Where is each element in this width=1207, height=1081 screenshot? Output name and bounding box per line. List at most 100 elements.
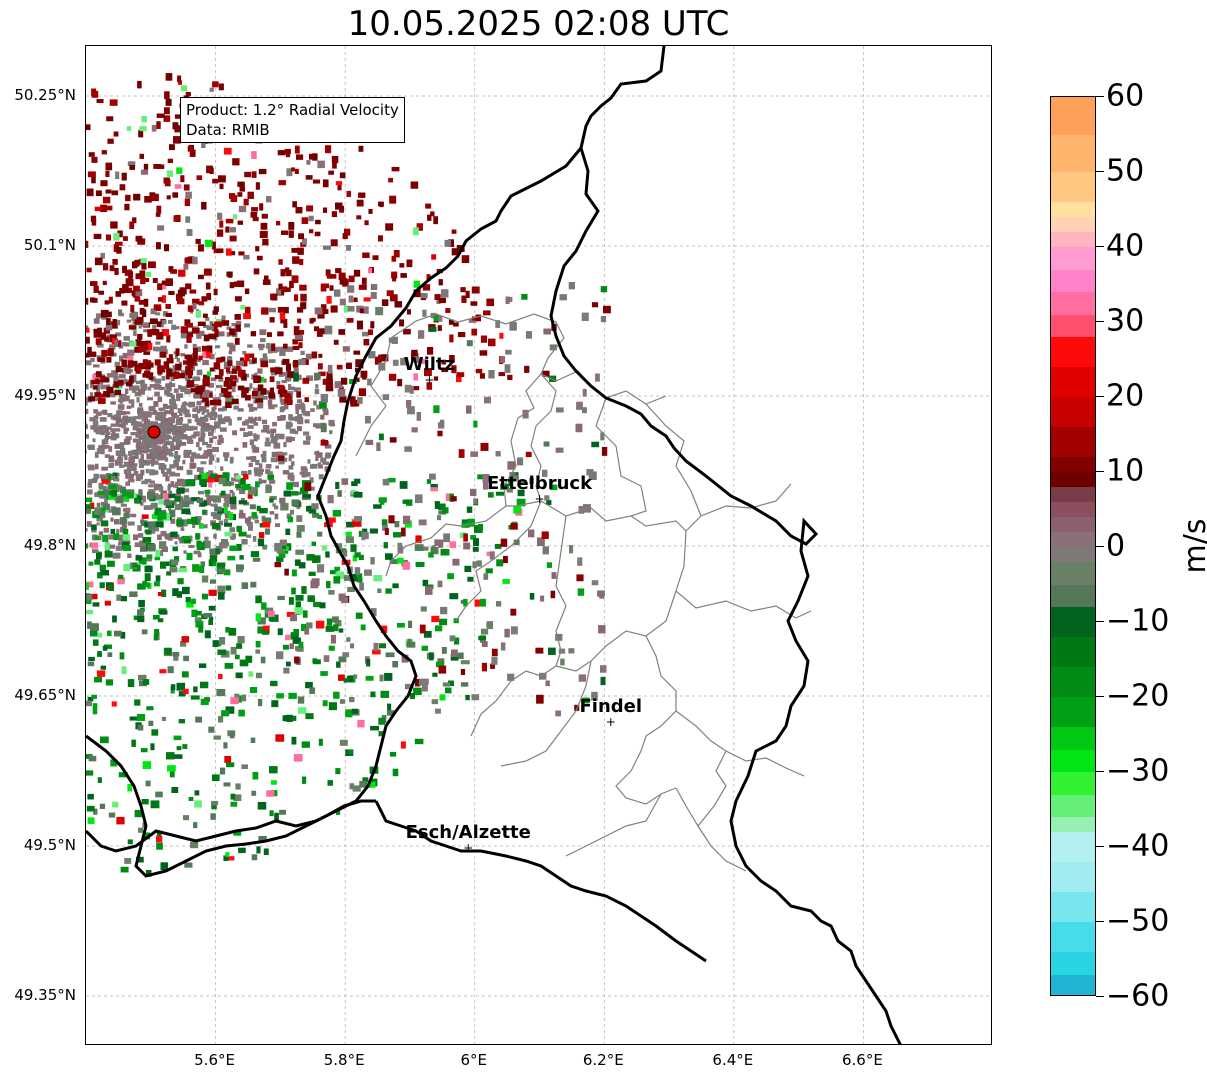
radar-echo-pixel	[355, 612, 363, 619]
lat-tick-label: 49.5°N	[23, 836, 76, 854]
radar-echo-pixel	[120, 866, 129, 873]
radar-echo-pixel	[187, 518, 192, 525]
radar-map[interactable]: Product: 1.2° Radial Velocity Data: RMIB…	[85, 45, 992, 1045]
radar-echo-pixel	[232, 158, 240, 166]
radar-echo-pixel	[283, 343, 288, 349]
radar-echo-pixel	[108, 446, 113, 451]
radar-echo-pixel	[286, 661, 291, 667]
radar-echo-pixel	[237, 181, 245, 187]
radar-echo-pixel	[188, 373, 193, 379]
radar-echo-pixel	[246, 456, 252, 460]
radar-echo-pixel	[213, 306, 219, 312]
colorbar-tick-mark	[1096, 921, 1104, 922]
radar-echo-pixel	[187, 498, 194, 505]
radar-echo-pixel	[103, 378, 110, 383]
radar-echo-pixel	[476, 560, 482, 567]
radar-echo-pixel	[199, 478, 207, 486]
radar-echo-pixel	[177, 466, 183, 470]
radar-echo-pixel	[164, 91, 170, 100]
radar-echo-pixel	[180, 333, 187, 339]
colorbar-tick-label: 0	[1106, 528, 1126, 564]
radar-echo-pixel	[577, 588, 585, 596]
radar-echo-pixel	[510, 523, 518, 530]
radar-echo-pixel	[105, 431, 111, 435]
radar-echo-pixel	[517, 457, 524, 466]
radar-echo-pixel	[160, 490, 168, 495]
radar-echo-pixel	[177, 578, 184, 585]
radar-echo-pixel	[329, 285, 334, 291]
radar-echo-pixel	[394, 301, 403, 308]
radar-echo-pixel	[258, 698, 263, 707]
radar-echo-pixel	[282, 372, 289, 376]
radar-echo-pixel	[86, 408, 89, 415]
radar-echo-pixel	[488, 338, 496, 347]
radar-echo-pixel	[87, 489, 93, 495]
radar-echo-pixel	[106, 373, 114, 378]
radar-echo-pixel	[145, 780, 151, 787]
radar-echo-pixel	[312, 555, 321, 563]
radar-echo-pixel	[138, 533, 144, 538]
radar-echo-pixel	[286, 168, 293, 177]
radar-echo-pixel	[448, 319, 455, 325]
radar-echo-pixel	[458, 449, 465, 458]
radar-echo-pixel	[382, 525, 388, 531]
radar-echo-pixel	[286, 378, 291, 382]
radar-echo-pixel	[407, 406, 415, 415]
radar-echo-pixel	[132, 217, 137, 224]
radar-echo-pixel	[198, 447, 202, 451]
radar-echo-pixel	[312, 179, 321, 184]
radar-echo-pixel	[192, 256, 198, 265]
radar-echo-pixel	[262, 238, 269, 246]
radar-echo-pixel	[240, 477, 246, 485]
radar-echo-pixel	[168, 471, 176, 477]
radar-echo-pixel	[411, 427, 418, 433]
radar-echo-pixel	[99, 511, 105, 517]
radar-echo-pixel	[173, 455, 181, 459]
radar-echo-pixel	[115, 472, 120, 477]
radar-echo-pixel	[148, 372, 154, 380]
radar-echo-pixel	[100, 448, 105, 455]
city-label: Ettelbruck	[486, 473, 593, 494]
radar-echo-pixel	[438, 503, 446, 511]
radar-echo-pixel	[165, 312, 172, 318]
radar-echo-pixel	[364, 569, 372, 576]
radar-echo-pixel	[102, 263, 109, 271]
radar-echo-pixel	[342, 652, 350, 658]
radar-echo-pixel	[261, 602, 267, 610]
radar-echo-pixel	[104, 454, 110, 458]
radar-echo-pixel	[431, 699, 439, 705]
radar-echo-pixel	[141, 261, 147, 270]
radar-echo-pixel	[176, 426, 182, 430]
radar-echo-pixel	[97, 490, 105, 495]
radar-echo-pixel	[186, 380, 195, 388]
lat-tick-label: 49.35°N	[14, 986, 76, 1004]
radar-echo-pixel	[219, 637, 226, 645]
radar-echo-pixel	[86, 434, 89, 439]
radar-echo-pixel	[93, 473, 99, 479]
radar-echo-pixel	[114, 630, 122, 637]
radar-echo-pixel	[94, 392, 101, 397]
radar-echo-pixel	[229, 545, 238, 551]
radar-echo-pixel	[404, 446, 412, 452]
radar-echo-pixel	[323, 245, 331, 250]
radar-echo-pixel	[160, 862, 169, 871]
radar-echo-pixel	[223, 452, 230, 458]
radar-echo-pixel	[142, 832, 151, 840]
radar-echo-pixel	[138, 490, 143, 497]
radar-echo-pixel	[143, 419, 150, 425]
radar-echo-pixel	[208, 382, 214, 388]
radar-echo-pixel	[317, 363, 323, 370]
radar-echo-pixel	[153, 453, 157, 459]
canton-boundary	[455, 500, 542, 622]
radar-echo-pixel	[284, 568, 289, 576]
radar-echo-pixel	[249, 383, 253, 389]
radar-echo-pixel	[271, 404, 278, 408]
canton-boundary	[675, 787, 747, 872]
radar-echo-pixel	[184, 344, 188, 349]
radar-site-marker[interactable]	[147, 425, 161, 439]
radar-echo-pixel	[125, 427, 130, 432]
radar-echo-pixel	[154, 378, 162, 384]
radar-echo-pixel	[341, 478, 349, 485]
radar-echo-pixel	[134, 453, 139, 459]
radar-echo-pixel	[98, 531, 104, 536]
